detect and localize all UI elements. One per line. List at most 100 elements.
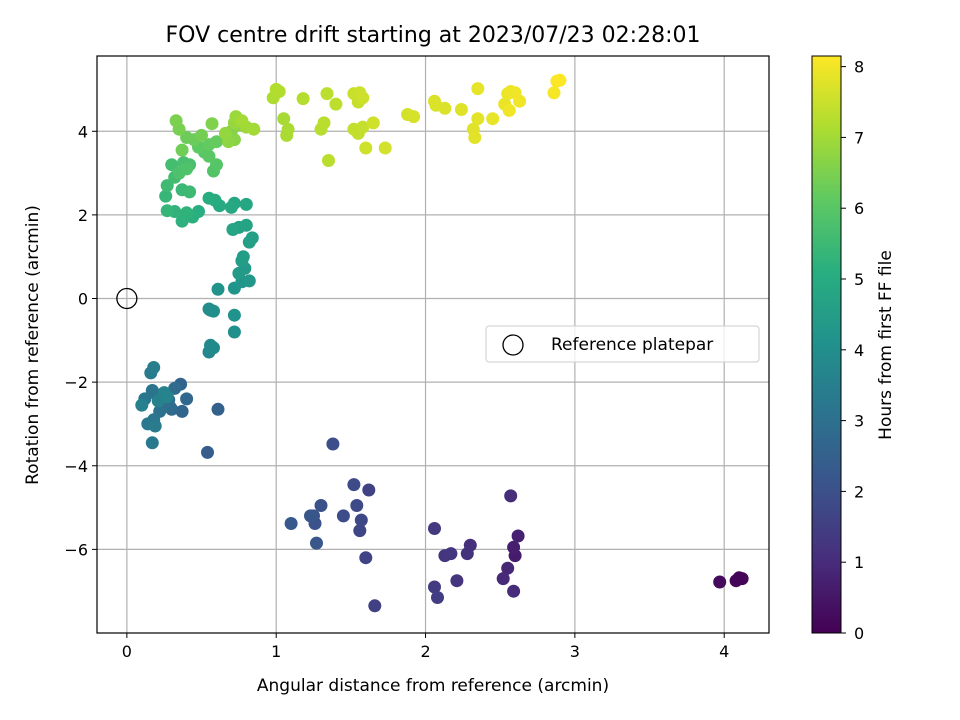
data-point (210, 135, 223, 149)
x-tick-label: 4 (719, 642, 729, 661)
data-point (362, 483, 376, 497)
data-point (317, 116, 331, 130)
data-point (320, 87, 334, 101)
data-point (310, 536, 323, 550)
data-point (211, 282, 225, 296)
data-point (322, 154, 335, 167)
data-point (428, 580, 441, 594)
plot-frame (96, 55, 770, 634)
y-tick-label: −2 (64, 373, 88, 392)
reference-marker (116, 287, 138, 310)
data-point (501, 561, 515, 575)
colorbar-label: Hours from first FF file (876, 250, 896, 440)
data-point (148, 419, 162, 433)
data-point (378, 141, 392, 155)
data-point (460, 547, 474, 561)
colorbar-tick-label: 2 (854, 482, 864, 501)
data-point (239, 197, 253, 211)
data-point (359, 141, 373, 155)
data-point (210, 158, 223, 172)
data-point (245, 231, 259, 245)
data-point (227, 325, 241, 339)
colorbar: 0 1 2 3 4 5 6 7 8 Hours from first FF file (811, 55, 896, 643)
colorbar-tick-label: 3 (854, 412, 864, 431)
colorbar-tick-label: 7 (854, 128, 864, 147)
legend: Reference platepar (485, 325, 760, 363)
data-point (145, 384, 159, 397)
data-point (235, 114, 249, 128)
data-point (160, 179, 174, 193)
data-point (444, 547, 458, 561)
data-point (165, 158, 179, 172)
data-point (713, 575, 727, 589)
data-point (507, 540, 521, 554)
colorbar-tick-label: 0 (854, 624, 864, 643)
data-point (160, 390, 174, 404)
data-point (507, 584, 521, 598)
data-point (284, 517, 298, 530)
legend-label-reference: Reference platepar (551, 335, 713, 355)
data-point (326, 437, 340, 451)
data-point (272, 85, 286, 98)
data-point (205, 117, 219, 131)
data-point (336, 509, 350, 523)
data-point (280, 128, 294, 142)
data-point (329, 97, 343, 111)
x-tick-label: 3 (570, 642, 580, 661)
data-point (147, 361, 161, 374)
data-point (468, 131, 482, 144)
y-tick-label: 0 (78, 290, 88, 309)
data-point (180, 392, 194, 406)
data-point (168, 381, 182, 395)
data-points (135, 73, 749, 613)
data-point (224, 200, 238, 214)
data-point (502, 103, 516, 117)
data-point (242, 274, 256, 288)
data-point (183, 185, 197, 199)
data-point (354, 513, 368, 527)
data-point (359, 551, 373, 565)
data-point (353, 524, 367, 538)
data-point (202, 149, 216, 163)
data-point (211, 402, 225, 416)
x-tick-label: 1 (271, 642, 281, 661)
chart-title: FOV centre drift starting at 2023/07/23 … (166, 23, 701, 48)
reference-marker-group (116, 287, 138, 310)
y-tick-label: −6 (64, 540, 88, 559)
data-point (504, 489, 518, 503)
data-point (247, 122, 261, 136)
data-point (232, 266, 246, 280)
data-point (431, 591, 444, 604)
data-point (169, 114, 183, 128)
data-point (239, 218, 253, 232)
y-tick-label: 2 (78, 206, 88, 225)
x-axis-label: Angular distance from reference (arcmin) (257, 676, 609, 696)
data-point (145, 436, 159, 450)
colorbar-tick-label: 5 (854, 270, 864, 289)
data-point (454, 103, 468, 116)
data-point (511, 529, 525, 543)
data-point (735, 572, 749, 586)
colorbar-ticks: 0 1 2 3 4 5 6 7 8 (841, 58, 864, 643)
y-tick-label: −4 (64, 457, 88, 476)
data-point (195, 128, 208, 142)
data-point (160, 204, 174, 218)
y-tick-label: 4 (78, 122, 88, 141)
data-point (407, 110, 421, 124)
colorbar-gradient (811, 55, 842, 634)
data-point (236, 250, 250, 264)
data-point (547, 86, 561, 100)
colorbar-tick-label: 6 (854, 199, 864, 218)
data-point (227, 308, 241, 322)
data-point (175, 404, 189, 418)
data-point (450, 574, 464, 588)
data-point (356, 120, 370, 134)
data-point (207, 304, 220, 318)
data-point (368, 599, 382, 613)
data-point (135, 398, 149, 412)
data-point (366, 116, 380, 130)
data-point (226, 223, 240, 236)
x-tick-label: 2 (420, 642, 430, 661)
data-point (471, 82, 485, 96)
